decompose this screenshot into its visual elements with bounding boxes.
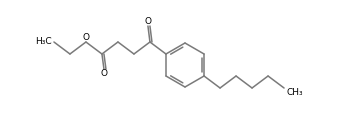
Text: O: O (144, 16, 151, 26)
Text: CH₃: CH₃ (286, 88, 303, 97)
Text: O: O (82, 34, 89, 43)
Text: H₃C: H₃C (35, 38, 52, 47)
Text: O: O (100, 70, 107, 78)
